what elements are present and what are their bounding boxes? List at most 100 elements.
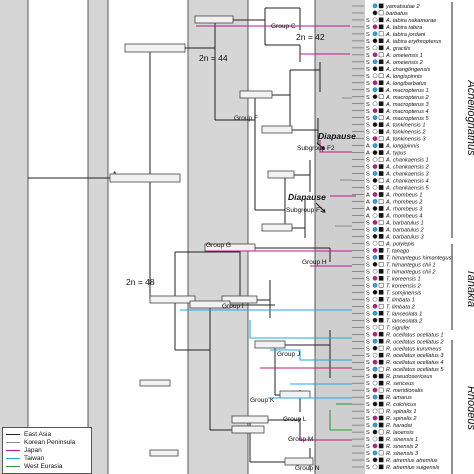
group-label: Group L xyxy=(283,416,307,423)
habitat-marker xyxy=(372,248,378,253)
tip-prefix: S xyxy=(366,235,370,241)
tip-name: A. tabira nakamurae xyxy=(385,18,436,24)
habitat-marker xyxy=(372,408,378,414)
tip-name: R. ocellatus ocellatus 1 xyxy=(386,332,444,338)
tip-prefix: A xyxy=(366,214,370,220)
tip-prefix: S xyxy=(366,332,370,338)
tip-name: A. barbatulus 1 xyxy=(385,221,424,227)
habitat-marker xyxy=(372,366,378,372)
tip-name: A. omeiensis 2 xyxy=(385,60,424,66)
tip-prefix: S xyxy=(366,165,370,171)
tip-name: R. ocellatus ocellatus 3 xyxy=(386,353,444,359)
group-label: Group N xyxy=(295,465,320,472)
habitat-marker xyxy=(372,129,378,134)
habitat-marker xyxy=(372,324,378,330)
tip-prefix: S xyxy=(366,116,370,122)
tip-name: A. barbatulus 3 xyxy=(385,235,425,241)
habitat-marker xyxy=(372,164,378,169)
habitat-marker xyxy=(372,115,378,120)
tip-prefix: S xyxy=(366,186,370,192)
spawning-marker xyxy=(378,359,384,365)
habitat-marker xyxy=(372,3,378,9)
spawning-marker xyxy=(378,303,384,309)
spawning-marker xyxy=(378,199,384,204)
tip-prefix: S xyxy=(366,130,370,136)
spawning-marker xyxy=(378,122,384,127)
habitat-marker xyxy=(372,415,378,421)
diapause-label: Diapause xyxy=(318,131,356,141)
spawning-marker xyxy=(378,234,384,239)
group-label: Group H xyxy=(302,259,327,266)
habitat-marker xyxy=(372,352,378,358)
tip-prefix: S xyxy=(366,318,370,324)
clade-label: Tanakia xyxy=(465,269,474,307)
habitat-marker xyxy=(372,94,378,99)
tip-name: R. amarus xyxy=(386,395,412,401)
tip-name: A. polylepis xyxy=(385,241,415,247)
annotation-labels: Group C Group F Subgroup F2 Subgroup F1 Grou… xyxy=(113,23,474,472)
spawning-marker xyxy=(378,352,384,358)
tip-prefix: S xyxy=(366,423,370,429)
habitat-marker xyxy=(372,373,378,379)
spawning-marker xyxy=(378,192,384,197)
node-bars xyxy=(109,15,314,466)
tip-prefix: S xyxy=(366,248,370,254)
habitat-marker xyxy=(372,17,378,23)
spawning-marker xyxy=(378,373,384,379)
tip-prefix: S xyxy=(366,25,370,31)
tip-prefix: S xyxy=(366,179,370,185)
tip-name: R. sinensis 1 xyxy=(386,437,418,443)
habitat-marker xyxy=(372,136,378,141)
spawning-marker xyxy=(378,206,384,211)
tip-name: R. sinensis 3 xyxy=(386,451,419,457)
habitat-marker xyxy=(372,122,378,127)
spawning-marker xyxy=(378,108,384,113)
tip-prefix: S xyxy=(366,276,370,282)
tip-prefix: S xyxy=(366,465,370,471)
tip-name: T. koreensis 1 xyxy=(386,276,421,282)
habitat-marker xyxy=(372,317,378,323)
tip-prefix: S xyxy=(366,221,370,227)
tip-prefix: S xyxy=(366,32,370,38)
habitat-marker xyxy=(372,108,378,113)
habitat-marker xyxy=(372,359,378,365)
legend-label: West Eurasia xyxy=(24,462,63,470)
spawning-marker xyxy=(378,171,384,176)
tip-prefix: S xyxy=(366,102,370,108)
habitat-marker xyxy=(372,171,378,176)
tip-name: A. gracilis xyxy=(385,46,410,52)
spawning-marker xyxy=(378,450,384,456)
habitat-marker xyxy=(372,178,378,183)
spawning-marker xyxy=(378,185,384,190)
tip-prefix: S xyxy=(366,339,370,345)
tip-name: A. omeiensis 1 xyxy=(385,53,423,59)
spawning-marker xyxy=(378,80,384,86)
tip-name: A. chankaensis 4 xyxy=(385,179,429,185)
tip-name: A. rhombeus 2 xyxy=(385,200,423,206)
habitat-marker xyxy=(372,87,378,93)
spawning-marker xyxy=(378,24,384,30)
tip-prefix: S xyxy=(366,353,370,359)
spawning-marker xyxy=(378,31,384,37)
chromosome-number-label: 2n = 44 xyxy=(199,53,228,63)
tip-prefix: S xyxy=(366,137,370,143)
tip-name: yamatsutae 2 xyxy=(385,4,420,10)
spawning-marker xyxy=(378,150,384,155)
tip-name: T. limbata 2 xyxy=(386,304,416,310)
tip-prefix: A xyxy=(366,207,370,213)
tip-name: A. longispinnis xyxy=(385,74,422,80)
habitat-marker xyxy=(372,157,378,162)
tip-prefix: S xyxy=(366,53,370,59)
tip-prefix: S xyxy=(366,360,370,366)
habitat-marker xyxy=(372,45,378,51)
tip-prefix: S xyxy=(366,388,370,394)
tip-name: R. sinensis 2 xyxy=(386,444,419,450)
spawning-marker xyxy=(378,324,384,330)
tip-name: A. rhombeus 3 xyxy=(385,207,423,213)
tip-name: A. chankaensis 5 xyxy=(385,186,429,192)
spawning-marker xyxy=(378,136,384,141)
habitat-marker xyxy=(372,345,378,351)
tip-name: A. tonkinensis 2 xyxy=(385,130,426,136)
asterisk-mark: * xyxy=(113,169,117,179)
